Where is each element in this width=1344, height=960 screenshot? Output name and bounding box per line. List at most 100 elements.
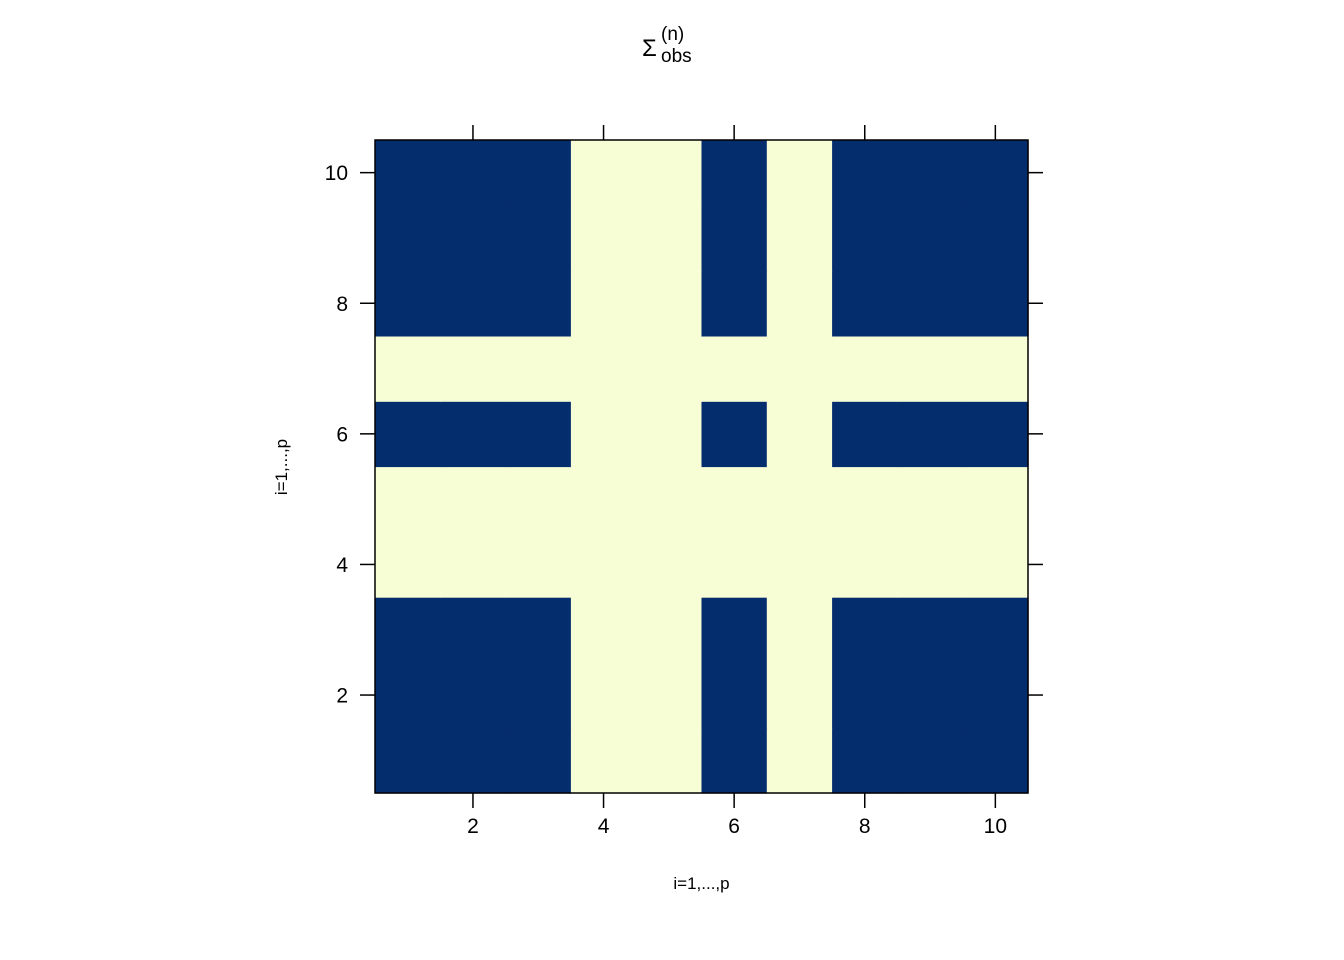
heatmap-cell-r8-c7 <box>766 270 833 337</box>
heatmap-cell-r4-c8 <box>832 531 898 598</box>
heatmap-cell-r10-c4 <box>570 140 637 206</box>
heatmap-cell-r1-c8 <box>832 727 898 794</box>
heatmap-cell-r2-c8 <box>832 662 898 729</box>
heatmap-cell-r3-c7 <box>766 597 833 663</box>
heatmap-cell-r9-c8 <box>832 205 898 272</box>
heatmap-cell-r10-c10 <box>962 140 1029 206</box>
heatmap-cell-r5-c2 <box>440 466 507 533</box>
heatmap-cell-r7-c1 <box>375 335 441 402</box>
heatmap-cell-r4-c4 <box>570 531 637 598</box>
heatmap-cell-r5-c7 <box>766 466 833 533</box>
heatmap-cell-r6-c8 <box>832 401 898 468</box>
heatmap-cell-r10-c8 <box>832 140 898 206</box>
heatmap-cell-r2-c6 <box>701 662 768 729</box>
heatmap-cell-r4-c3 <box>505 531 572 598</box>
heatmap-cell-r2-c5 <box>636 662 703 729</box>
heatmap-cell-r1-c2 <box>440 727 507 794</box>
x-tick-label-6: 6 <box>728 815 740 838</box>
heatmap-cell-r3-c10 <box>962 597 1029 663</box>
heatmap-cell-r6-c6 <box>701 401 768 468</box>
plot-frame <box>374 139 1029 794</box>
heatmap-cell-r1-c10 <box>962 727 1029 794</box>
heatmap-cell-r10-c9 <box>897 140 964 206</box>
x-tick-label-4: 4 <box>598 815 610 838</box>
heatmap-cell-r7-c6 <box>701 335 768 402</box>
heatmap-cell-r8-c9 <box>897 270 964 337</box>
title-subscript: obs <box>661 46 692 67</box>
heatmap-cell-r6-c7 <box>766 401 833 468</box>
heatmap-cell-r4-c10 <box>962 531 1029 598</box>
x-axis-label: i=1,...,p <box>673 874 729 893</box>
axis-ticks <box>360 125 1043 808</box>
heatmap-cell-r7-c7 <box>766 335 833 402</box>
heatmap-cell-r3-c8 <box>832 597 898 663</box>
heatmap-cell-r9-c1 <box>375 205 441 272</box>
heatmap-cell-r9-c3 <box>505 205 572 272</box>
axis-tick-labels: 2 4 6 8 10 2 4 6 8 10 <box>325 162 1007 838</box>
heatmap-cell-r9-c2 <box>440 205 507 272</box>
heatmap-cell-r5-c4 <box>570 466 637 533</box>
heatmap-cell-r2-c2 <box>440 662 507 729</box>
heatmap-cell-r3-c4 <box>570 597 637 663</box>
heatmap-cell-r2-c9 <box>897 662 964 729</box>
heatmap-cell-r9-c6 <box>701 205 768 272</box>
y-tick-label-2: 2 <box>336 685 348 708</box>
heatmap-cell-r6-c3 <box>505 401 572 468</box>
heatmap-cell-r8-c6 <box>701 270 768 337</box>
heatmap-cell-r10-c3 <box>505 140 572 206</box>
y-tick-label-4: 4 <box>336 554 348 577</box>
heatmap-cell-r9-c10 <box>962 205 1029 272</box>
heatmap-cell-r6-c10 <box>962 401 1029 468</box>
heatmap-cell-r7-c8 <box>832 335 898 402</box>
heatmap-cell-r4-c6 <box>701 531 768 598</box>
heatmap-cell-r7-c5 <box>636 335 703 402</box>
heatmap-cell-r6-c5 <box>636 401 703 468</box>
heatmap-cell-r6-c2 <box>440 401 507 468</box>
y-tick-label-10: 10 <box>325 162 348 185</box>
heatmap-cell-r10-c2 <box>440 140 507 206</box>
heatmap-cell-r2-c1 <box>375 662 441 729</box>
heatmap-cell-r3-c9 <box>897 597 964 663</box>
heatmap-cell-r10-c7 <box>766 140 833 206</box>
heatmap-cell-r4-c9 <box>897 531 964 598</box>
heatmap-cell-r8-c8 <box>832 270 898 337</box>
heatmap-cell-r7-c9 <box>897 335 964 402</box>
heatmap-cell-r3-c6 <box>701 597 768 663</box>
heatmap-cell-r5-c6 <box>701 466 768 533</box>
heatmap-cell-r5-c5 <box>636 466 703 533</box>
heatmap-cell-r1-c9 <box>897 727 964 794</box>
heatmap-cell-r9-c9 <box>897 205 964 272</box>
heatmap-cell-r8-c3 <box>505 270 572 337</box>
heatmap-cell-r4-c2 <box>440 531 507 598</box>
heatmap-cell-r9-c7 <box>766 205 833 272</box>
y-tick-label-8: 8 <box>336 293 348 316</box>
heatmap-cell-r5-c9 <box>897 466 964 533</box>
heatmap-cell-r7-c4 <box>570 335 637 402</box>
heatmap-cell-r3-c2 <box>440 597 507 663</box>
heatmap-cell-r6-c9 <box>897 401 964 468</box>
heatmap-cell-r2-c10 <box>962 662 1029 729</box>
y-axis-label: i=1,...,p <box>272 439 291 495</box>
heatmap-cell-r8-c2 <box>440 270 507 337</box>
title-superscript: (n) <box>661 24 684 45</box>
heatmap-cell-r2-c7 <box>766 662 833 729</box>
heatmap-cell-r6-c4 <box>570 401 637 468</box>
heatmap-cell-r5-c8 <box>832 466 898 533</box>
x-tick-label-10: 10 <box>984 815 1007 838</box>
heatmap-cell-r3-c1 <box>375 597 441 663</box>
heatmap-cell-r1-c7 <box>766 727 833 794</box>
heatmap-cell-r1-c1 <box>375 727 441 794</box>
x-tick-label-8: 8 <box>859 815 871 838</box>
heatmap-cell-r7-c10 <box>962 335 1029 402</box>
heatmap-cell-r4-c5 <box>636 531 703 598</box>
heatmap-cell-r8-c1 <box>375 270 441 337</box>
heatmap-cell-r8-c5 <box>636 270 703 337</box>
heatmap-cell-r10-c1 <box>375 140 441 206</box>
heatmap-cell-r9-c5 <box>636 205 703 272</box>
title-base: Σ <box>642 35 657 62</box>
heatmap-cell-r5-c1 <box>375 466 441 533</box>
heatmap-cell-r7-c2 <box>440 335 507 402</box>
heatmap-cell-r1-c5 <box>636 727 703 794</box>
heatmap-cell-r3-c5 <box>636 597 703 663</box>
